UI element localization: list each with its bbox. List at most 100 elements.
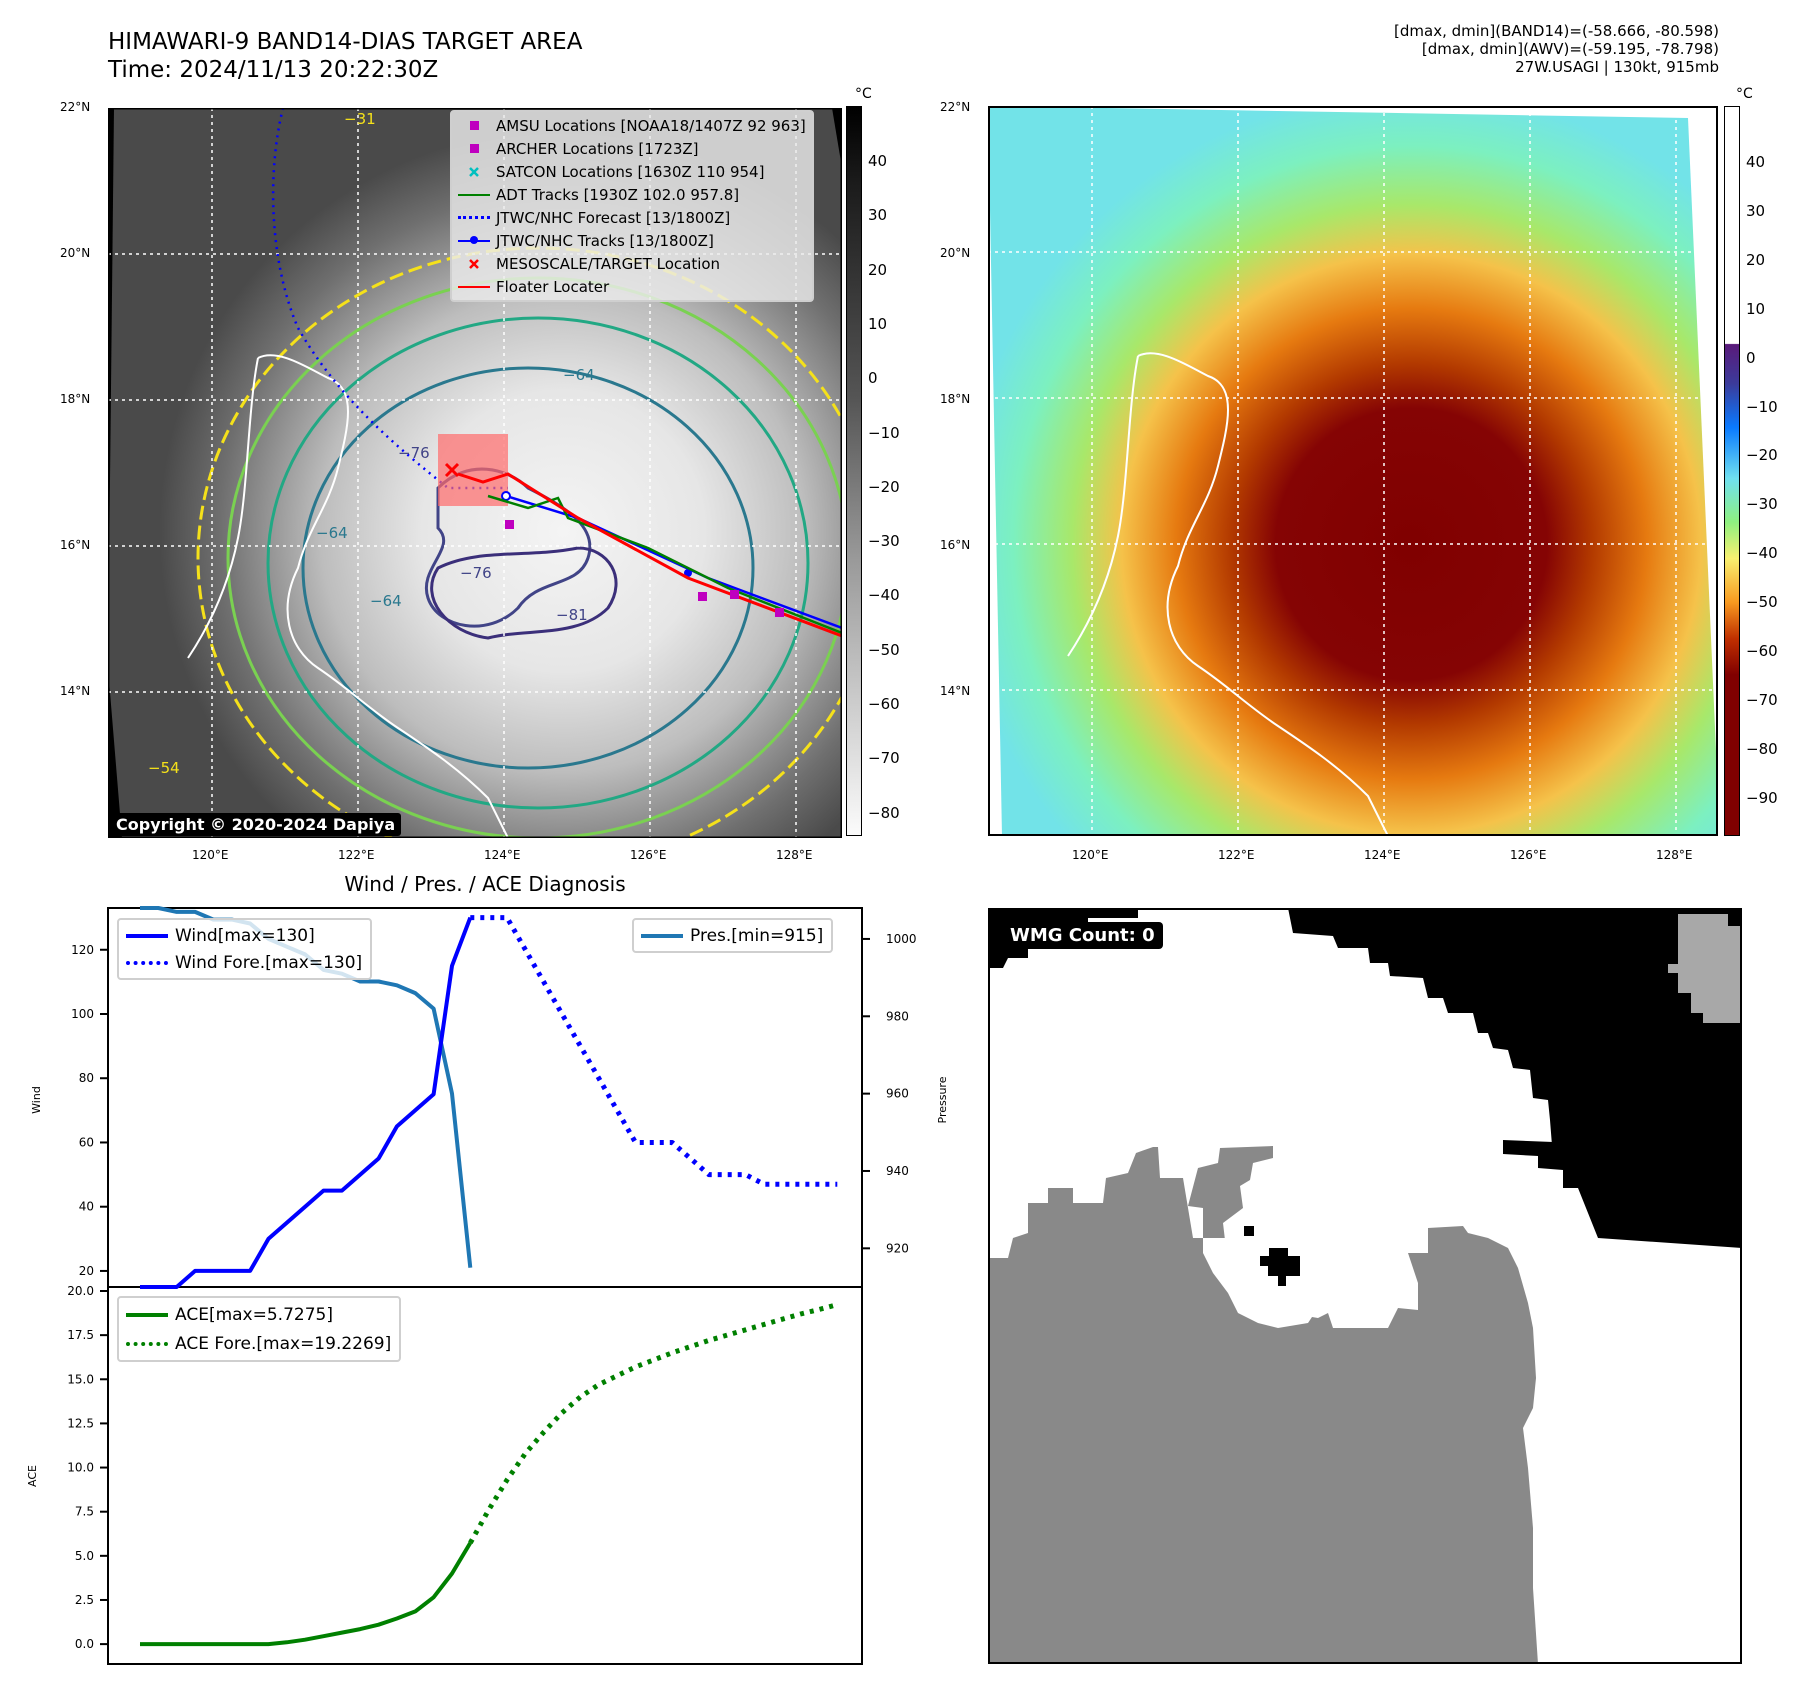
diagnosis-chart-title: Wind / Pres. / ACE Diagnosis: [344, 872, 626, 896]
contour-indigo-81: [430, 546, 618, 640]
ace-axis-label: ACE: [26, 1465, 39, 1487]
right-lon-tick: 128°E: [1656, 848, 1693, 862]
left-colorbar-tick: 0: [868, 369, 878, 388]
wmg-center-gap: [1203, 1238, 1318, 1328]
wind-axis-tick-label: 40: [79, 1200, 94, 1214]
legend-item-wind-forecast: Wind Fore.[max=130]: [119, 949, 362, 976]
wmg-image: [988, 908, 1742, 1664]
coastline-luzon: [187, 354, 509, 838]
right-map-panel: [988, 106, 1718, 836]
pressure-axis-tick-label: 980: [886, 1009, 909, 1023]
legend-item-archer: ARCHER Locations [1723Z]: [452, 137, 806, 160]
intensity-info: [dmax, dmin](BAND14)=(-58.666, -80.598) …: [1394, 22, 1719, 76]
pressure-axis-label: Pressure: [936, 1076, 949, 1123]
right-lon-tick: 126°E: [1510, 848, 1547, 862]
contour-label: −64: [563, 366, 595, 384]
right-lon-tick: 122°E: [1218, 848, 1255, 862]
right-colorbar-tick: −80: [1746, 739, 1778, 758]
legend-item-jtwc-forecast: JTWC/NHC Forecast [13/1800Z]: [452, 206, 806, 229]
pressure-legend: Pres.[min=915]: [632, 918, 834, 953]
ace-axes-frame: [107, 1286, 863, 1665]
wind-axis-tick-label: 100: [71, 1007, 94, 1021]
jtwc-observed-track: [505, 494, 842, 630]
left-lon-tick: 128°E: [776, 848, 813, 862]
wind-axis-label: Wind: [30, 1086, 43, 1114]
right-lat-tick: 18°N: [940, 392, 971, 406]
dotted-line-icon: [119, 1332, 175, 1355]
right-colorbar-tick: 10: [1746, 299, 1766, 318]
contour-label: −54: [148, 759, 180, 777]
contour-green: [266, 316, 810, 810]
wind-legend: Wind[max=130] Wind Fore.[max=130]: [117, 918, 373, 980]
wmg-black-region: [1288, 908, 1742, 1248]
wmg-panel: WMG Count: 0: [988, 908, 1742, 1664]
line-icon: [452, 183, 496, 206]
right-colorbar-tick: 0: [1746, 348, 1756, 367]
right-colorbar: [1724, 106, 1740, 836]
ace-axis-tick-label: 15.0: [67, 1372, 94, 1386]
coastline-luzon: [1067, 352, 1389, 836]
pressure-axis-tick-label: 1000: [886, 932, 917, 946]
line-dot-icon: [452, 229, 496, 252]
x-marker-icon: [452, 252, 496, 275]
info-awv: [dmax, dmin](AWV)=(-59.195, -78.798): [1421, 40, 1719, 58]
legend-item-adt: ADT Tracks [1930Z 102.0 957.8]: [452, 183, 806, 206]
right-colorbar-tick: 30: [1746, 201, 1766, 220]
line-icon: [119, 924, 175, 947]
right-map-swath: [988, 106, 1718, 836]
left-colorbar-tick: −40: [868, 586, 900, 605]
jtwc-track-point: [501, 491, 511, 501]
left-colorbar-tick: 20: [868, 260, 888, 279]
legend-item-amsu: AMSU Locations [NOAA18/1407Z 92 963]: [452, 114, 806, 137]
right-colorbar-tick: −60: [1746, 642, 1778, 660]
legend-item-floater-locater: Floater Locater: [452, 275, 806, 298]
target-area-box: [438, 434, 508, 506]
pressure-axis-tick-label: 940: [886, 1164, 909, 1178]
title-line-1: HIMAWARI-9 BAND14-DIAS TARGET AREA: [108, 29, 583, 55]
right-colorbar-tick: −20: [1746, 446, 1778, 465]
right-colorbar-tick: −40: [1746, 544, 1778, 563]
wind-axis-tick-label: 20: [79, 1264, 94, 1278]
wmg-eye-dot: [1244, 1226, 1254, 1236]
pressure-axis-tick-label: 920: [886, 1241, 909, 1255]
left-colorbar-tick: −20: [868, 477, 900, 496]
right-colorbar-tick: −50: [1746, 593, 1778, 612]
right-lon-tick: 124°E: [1364, 848, 1401, 862]
right-colorbar-unit: °C: [1736, 86, 1753, 102]
contour-label: −64: [316, 524, 348, 542]
adt-track: [487, 494, 842, 635]
left-colorbar-tick: −30: [868, 532, 900, 551]
left-colorbar-tick: −50: [868, 640, 900, 659]
right-colorbar-tick: 40: [1746, 153, 1766, 171]
line-icon: [452, 275, 496, 298]
ace-axis-tick-label: 17.5: [67, 1328, 94, 1342]
floater-locater-track: [457, 472, 842, 638]
left-colorbar: [846, 106, 862, 836]
right-lat-tick: 20°N: [940, 246, 971, 260]
ace-axis-tick-label: 20.0: [67, 1284, 94, 1298]
wind-forecast-series: [470, 915, 838, 1187]
dotted-line-icon: [119, 951, 175, 974]
ace-series: [140, 1541, 473, 1647]
left-colorbar-tick: −10: [868, 423, 900, 442]
right-colorbar-tick: −10: [1746, 397, 1778, 416]
ace-axis-tick-label: 12.5: [67, 1416, 94, 1430]
legend-item-ace-forecast: ACE Fore.[max=19.2269]: [119, 1329, 391, 1358]
legend-item-satcon: SATCON Locations [1630Z 110 954]: [452, 160, 806, 183]
left-colorbar-tick: 40: [868, 152, 888, 170]
info-storm: 27W.USAGI | 130kt, 915mb: [1515, 58, 1719, 76]
contour-label: −76: [460, 564, 492, 582]
legend-item-wind: Wind[max=130]: [119, 922, 362, 949]
title-line-2: Time: 2024/11/13 20:22:30Z: [108, 57, 439, 83]
left-lat-tick: 22°N: [60, 100, 91, 114]
amsu-location-marker: [775, 608, 784, 617]
right-colorbar-tick: −70: [1746, 690, 1778, 709]
ace-axis-tick-label: 5.0: [75, 1549, 94, 1563]
left-lat-tick: 14°N: [60, 684, 91, 698]
line-icon: [634, 924, 690, 947]
ace-axis-tick-label: 10.0: [67, 1461, 94, 1475]
right-lat-tick: 22°N: [940, 100, 971, 114]
left-colorbar-tick: −80: [868, 803, 900, 822]
contour-label: −64: [370, 592, 402, 610]
legend-item-ace: ACE[max=5.7275]: [119, 1300, 391, 1329]
